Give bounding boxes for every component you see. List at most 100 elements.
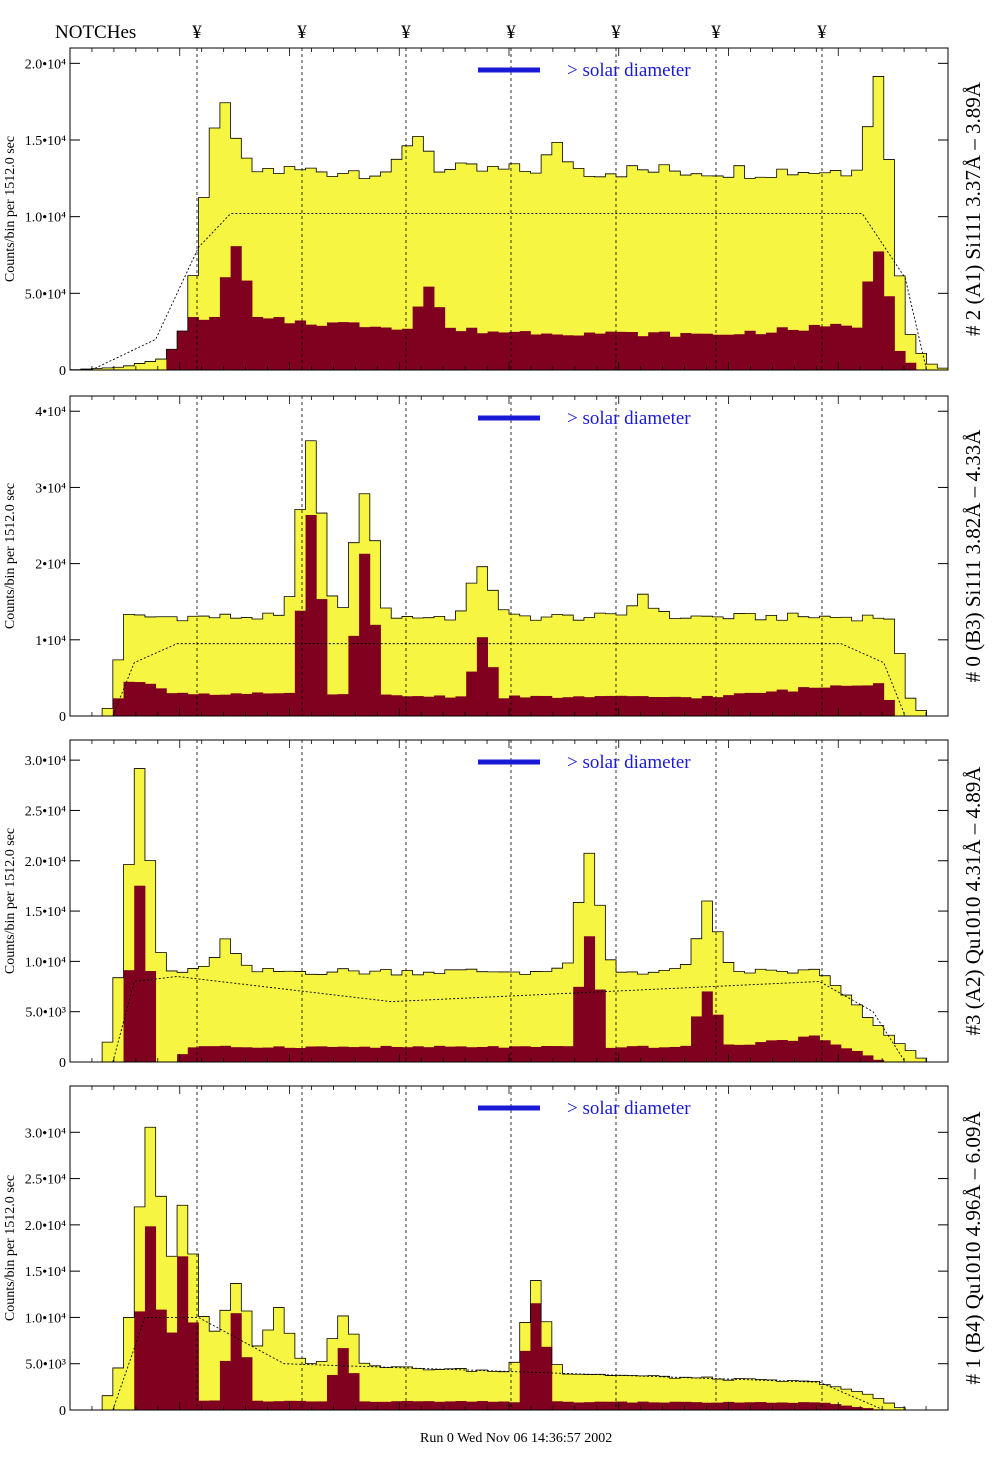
dark-histogram-bar: [798, 687, 810, 716]
histogram-bar: [530, 620, 542, 716]
histogram-bar: [541, 154, 553, 370]
histogram-bar: [819, 1384, 831, 1410]
dark-histogram-bar: [209, 694, 221, 716]
dark-histogram-bar: [541, 333, 553, 370]
dark-histogram-bar: [691, 333, 703, 370]
dark-histogram-bar: [594, 1401, 606, 1410]
dark-histogram-bar: [862, 685, 874, 716]
dark-histogram-bar: [219, 1045, 232, 1062]
dark-histogram-bar: [166, 693, 178, 716]
dark-histogram-bar: [273, 693, 285, 716]
dark-histogram-bar: [519, 697, 531, 716]
histogram-bar: [466, 163, 478, 370]
dark-histogram-bar: [177, 1256, 189, 1410]
dark-histogram-bar: [166, 349, 178, 370]
histogram-bar: [262, 168, 274, 370]
dark-histogram-bar: [134, 885, 146, 1062]
dark-histogram-bar: [637, 1401, 649, 1410]
histogram-bar: [669, 968, 681, 1062]
dark-histogram-bar: [583, 936, 596, 1062]
histogram-bar: [198, 1316, 210, 1410]
histogram-bar: [423, 972, 435, 1062]
histogram-bar: [648, 1375, 660, 1410]
histogram-bar: [273, 173, 285, 370]
histogram-bar: [626, 971, 638, 1062]
histogram-bar: [594, 613, 606, 716]
histogram-bar: [583, 176, 596, 370]
histogram-bar: [873, 618, 885, 716]
side-label: # 2 (A1) Si111 3.37Å – 3.89Å: [961, 81, 985, 336]
histogram-bar: [616, 1375, 628, 1410]
histogram-bar: [337, 968, 349, 1062]
dark-histogram-bar: [219, 277, 232, 370]
histogram-bar: [348, 542, 360, 716]
dark-histogram-bar: [787, 691, 799, 716]
histogram-bar: [337, 607, 349, 716]
histogram-bar: [294, 1358, 306, 1410]
dark-histogram-bar: [391, 1046, 403, 1062]
histogram-bar: [691, 1377, 703, 1410]
histogram-bar: [851, 170, 863, 370]
y-tick-label: 2•10⁴: [35, 558, 66, 573]
histogram-bar: [755, 177, 767, 370]
histogram-bar: [112, 367, 124, 370]
histogram-bar: [144, 860, 157, 1062]
dark-histogram-bar: [830, 1044, 842, 1062]
dark-histogram-bar: [851, 1050, 863, 1062]
dark-histogram-bar: [476, 333, 488, 370]
dark-histogram-bar: [348, 635, 360, 716]
histogram-bar: [605, 959, 617, 1062]
histogram-bar: [776, 971, 788, 1062]
dark-histogram-bar: [669, 1046, 681, 1062]
dark-histogram-bar: [862, 1055, 874, 1062]
dark-histogram-bar: [680, 1045, 692, 1062]
histogram-bar: [498, 1371, 510, 1410]
dark-histogram-bar: [337, 694, 349, 716]
histogram-bar: [541, 971, 553, 1062]
dark-histogram-bar: [883, 699, 895, 716]
dark-histogram-bar: [444, 1046, 456, 1062]
dark-histogram-bar: [530, 695, 542, 716]
histogram-bar: [830, 170, 842, 370]
dark-histogram-bar: [658, 1402, 671, 1410]
dark-histogram-bar: [466, 1401, 478, 1410]
histogram-bar: [808, 969, 820, 1062]
histogram-bar: [733, 613, 745, 716]
y-axis-label: Counts/bin per 1512.0 sec: [3, 1175, 18, 1321]
histogram-bar: [691, 616, 703, 716]
histogram-bar: [348, 970, 360, 1062]
dark-histogram-bar: [744, 330, 756, 370]
dark-histogram-bar: [348, 1047, 360, 1062]
dark-histogram-bar: [380, 694, 392, 716]
dark-histogram-bar: [562, 697, 574, 716]
histogram-bar: [326, 176, 339, 370]
dark-histogram-bar: [851, 685, 863, 716]
dark-histogram-bar: [840, 325, 853, 370]
dark-histogram-bar: [830, 685, 842, 716]
dark-histogram-bar: [701, 333, 713, 370]
dark-histogram-bar: [241, 693, 253, 716]
dark-histogram-bar: [551, 334, 563, 370]
dark-histogram-bar: [626, 332, 638, 370]
dark-histogram-bar: [198, 1400, 210, 1410]
dark-histogram-bar: [369, 326, 381, 370]
histogram-bar: [434, 1369, 446, 1410]
histogram-bar: [605, 613, 617, 716]
histogram-bar: [198, 197, 210, 370]
histogram-bar: [391, 974, 403, 1062]
dark-histogram-bar: [455, 1401, 467, 1410]
histogram-bar: [787, 174, 799, 370]
dark-histogram-bar: [466, 327, 478, 370]
histogram-bar: [862, 615, 874, 716]
histogram-outline: [70, 440, 948, 717]
dark-histogram-bar: [434, 1401, 446, 1410]
dark-histogram-bar: [444, 327, 456, 370]
dark-histogram-bar: [573, 335, 585, 370]
dark-histogram-bar: [605, 1047, 617, 1062]
dark-histogram-bar: [177, 331, 189, 370]
histogram-bar: [219, 938, 232, 1062]
dark-histogram-bar: [765, 691, 778, 716]
histogram-bar: [712, 931, 724, 1062]
model-curve: [112, 976, 906, 1063]
histogram-bar: [401, 616, 414, 716]
